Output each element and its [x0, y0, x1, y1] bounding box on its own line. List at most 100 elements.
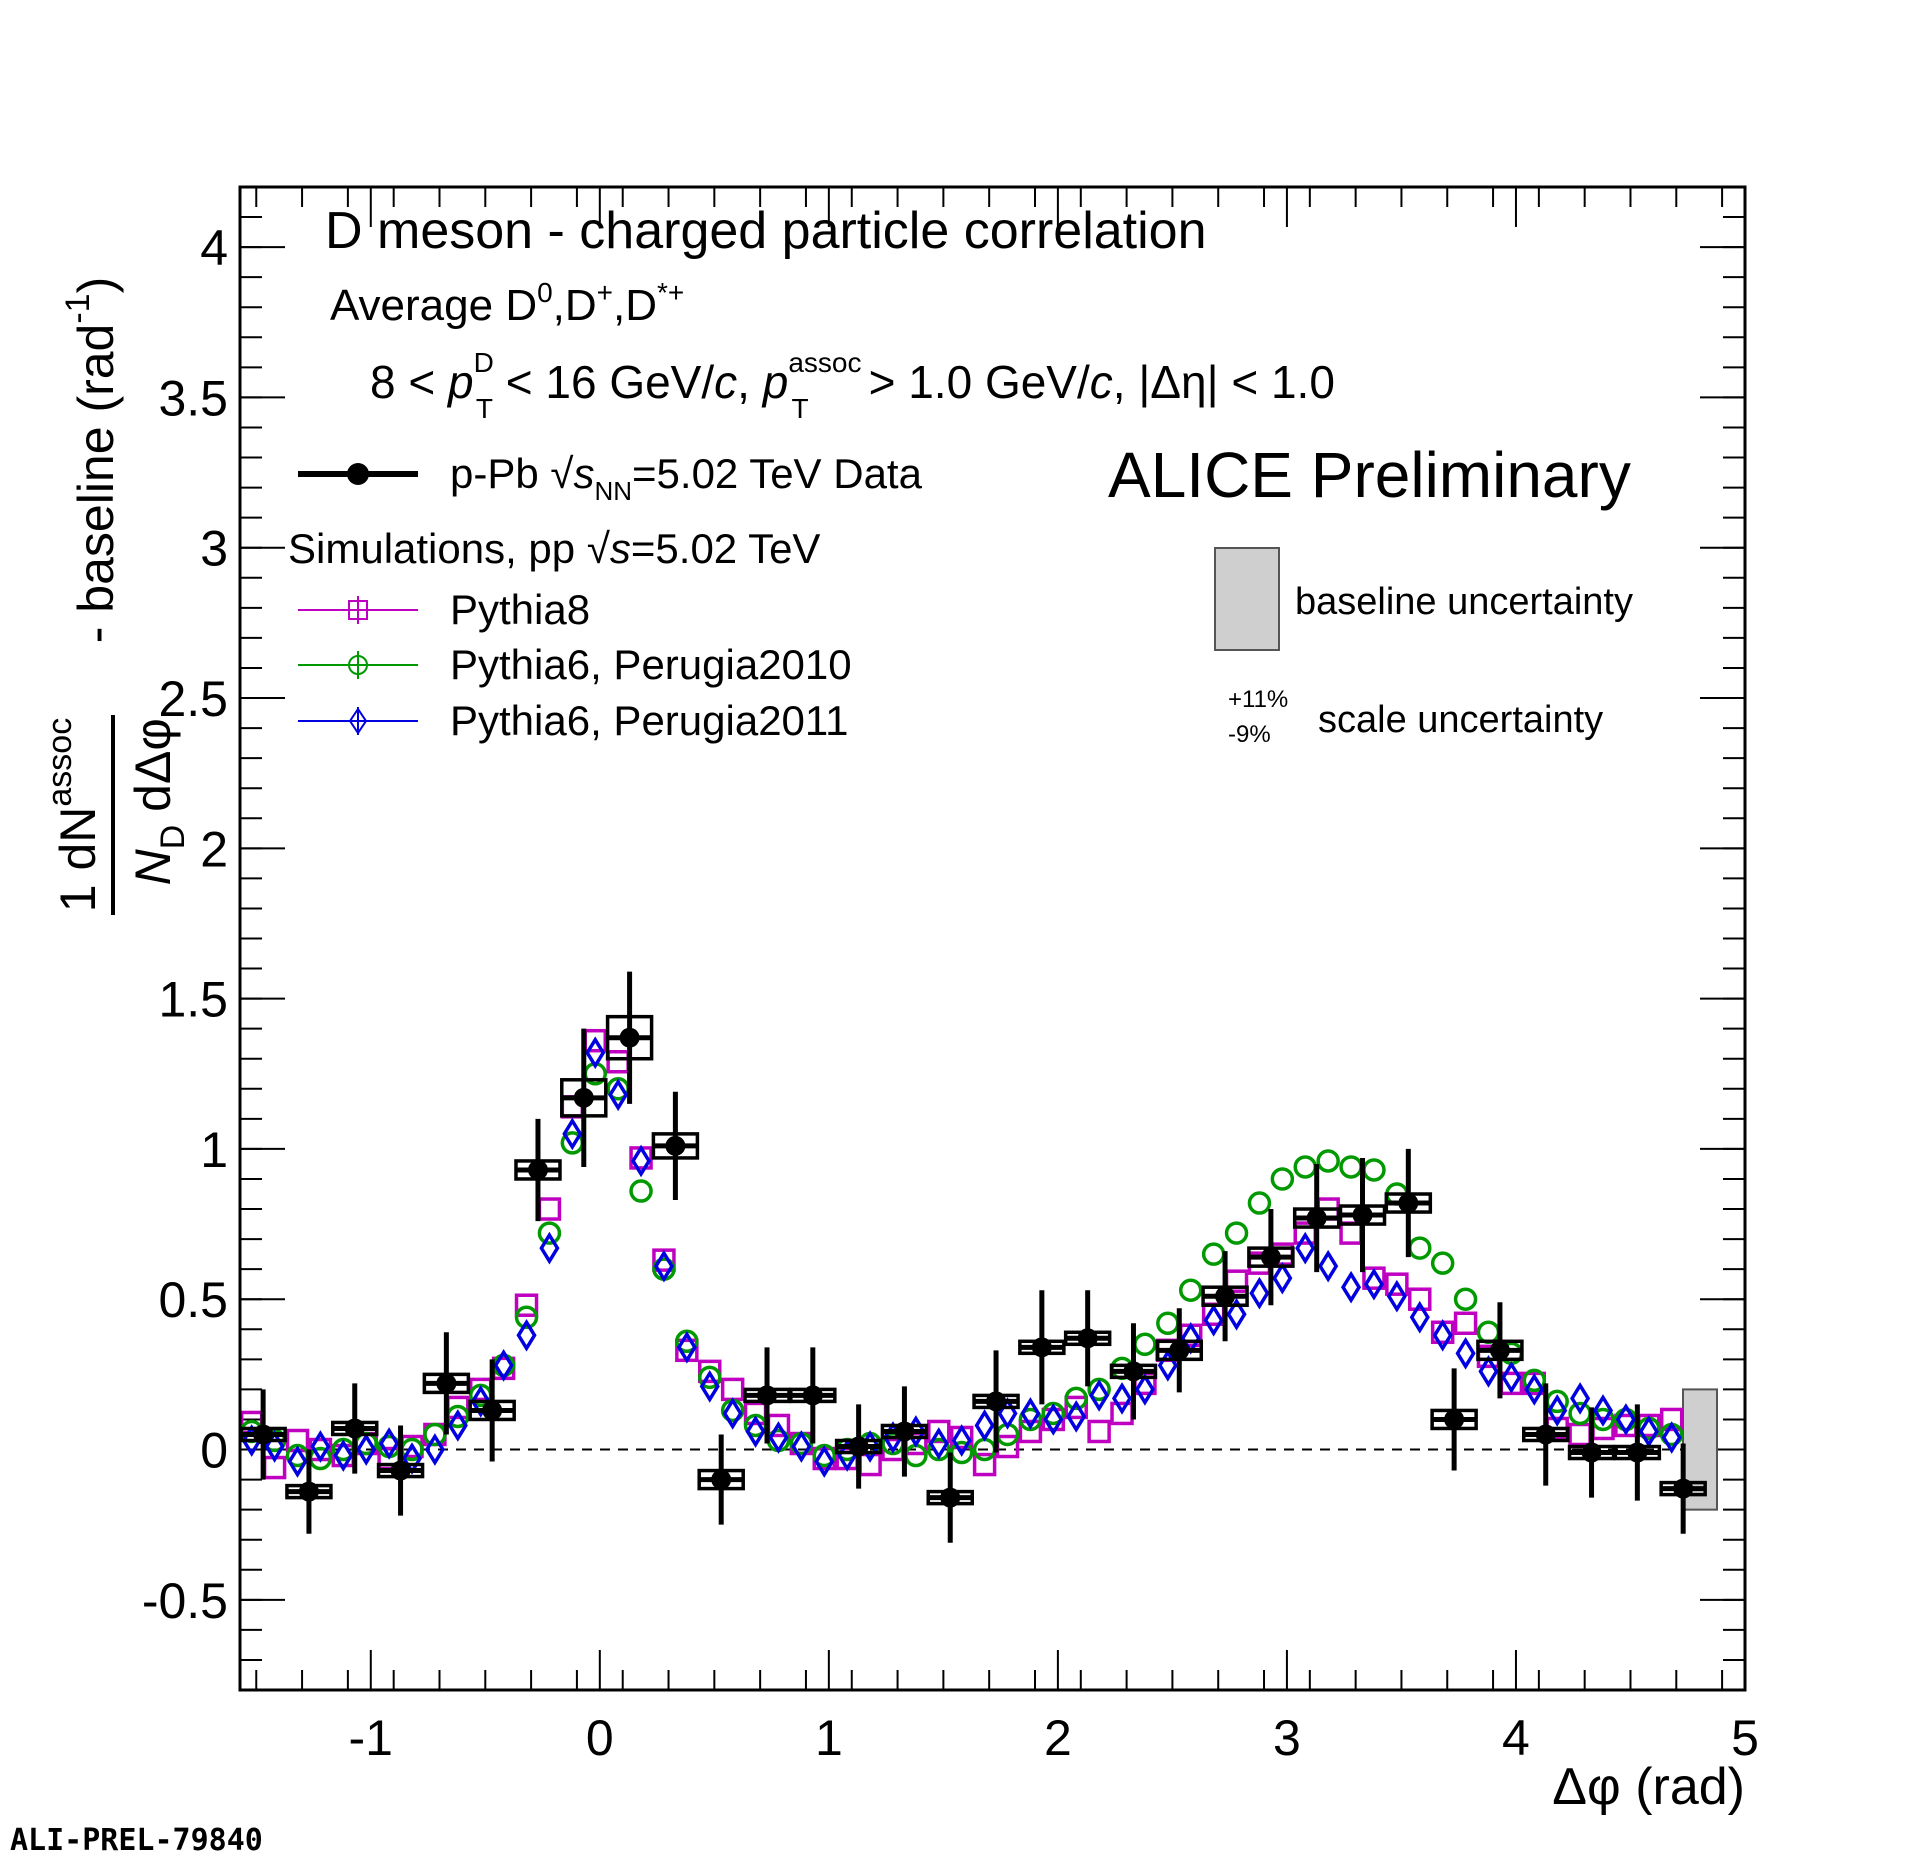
data-point: [894, 1421, 915, 1442]
perugia2010-point: [514, 1305, 539, 1330]
perugia2011-point: [699, 1370, 720, 1403]
legend-perugia2011-entry: Pythia6, Perugia2011: [298, 697, 849, 744]
perugia2011-point: [722, 1397, 743, 1430]
perugia2011-point: [1501, 1361, 1522, 1394]
data-point: [986, 1391, 1007, 1412]
perugia2011-point: [814, 1445, 835, 1478]
experiment-label: ALICE Preliminary: [1108, 439, 1631, 511]
pythia8-point: [927, 1419, 951, 1444]
perugia2011-point: [1295, 1231, 1316, 1265]
data-point: [1215, 1286, 1236, 1307]
perugia2011-point: [493, 1349, 514, 1382]
perugia2011-point: [951, 1424, 972, 1457]
plot-frame: [238, 185, 1747, 1692]
perugia2011-point: [1363, 1267, 1385, 1301]
perugia2011-point: [608, 1078, 629, 1112]
scale-minus: -9%: [1228, 721, 1271, 748]
perugia2010-point: [1224, 1221, 1249, 1245]
data-point: [1627, 1442, 1648, 1463]
y-tick-label: 4: [200, 220, 228, 276]
legend-perugia2010-entry: Pythia6, Perugia2010: [298, 641, 852, 688]
perugia2011-point: [1432, 1318, 1453, 1352]
perugia2011-point: [310, 1430, 331, 1463]
perugia2011-point: [1661, 1421, 1682, 1454]
perugia2011-point: [630, 1144, 652, 1178]
series-layer: [239, 971, 1707, 1543]
data-point: [1535, 1424, 1556, 1445]
data-point: [1352, 1205, 1373, 1226]
y-tick-label: -0.5: [142, 1573, 228, 1629]
perugia2011-point: [1615, 1403, 1636, 1436]
data-point: [802, 1385, 823, 1406]
perugia2011-point: [745, 1415, 766, 1448]
pythia8-point: [1453, 1311, 1478, 1336]
perugia2011-point: [1455, 1336, 1476, 1370]
data-point: [711, 1469, 732, 1490]
pythia8-point: [1385, 1272, 1409, 1296]
perugia2011-point: [539, 1231, 560, 1265]
legend-perugia2010-label: Pythia6, Perugia2010: [450, 641, 852, 688]
perugia2011-point: [1524, 1373, 1545, 1406]
data-point: [298, 1481, 319, 1502]
perugia2011-point: [1547, 1394, 1568, 1427]
perugia2011-point: [1043, 1403, 1064, 1436]
legend-baseline-uncertainty: baseline uncertainty: [1214, 547, 1633, 651]
y-tick-label: 0.5: [158, 1272, 228, 1328]
pythia8-point: [1659, 1407, 1684, 1432]
y-tick-label: 2: [200, 821, 228, 877]
perugia2011-point: [676, 1330, 697, 1364]
data-point: [390, 1460, 411, 1481]
perugia2011-point: [1249, 1276, 1270, 1310]
perugia2010-point: [537, 1221, 562, 1245]
legend-scale-uncertainty: +11% -9% scale uncertainty: [1228, 686, 1603, 748]
perugia2011-point: [791, 1430, 812, 1463]
data-point: [1489, 1340, 1510, 1361]
perugia2011-point: [1592, 1394, 1614, 1427]
data-point: [1444, 1409, 1465, 1430]
legend-pythia8-entry: Pythia8: [298, 586, 590, 633]
data-point: [619, 1027, 640, 1048]
svg-text:- baseline (rad-1): - baseline (rad-1): [59, 277, 124, 644]
legend-pythia8-label: Pythia8: [450, 586, 590, 633]
perugia2011-point: [1409, 1300, 1430, 1334]
perugia2011-point: [356, 1433, 377, 1466]
perugia2011-point: [768, 1421, 789, 1454]
data-point: [1169, 1340, 1190, 1361]
x-tick-label: 0: [586, 1710, 614, 1766]
perugia2010-point: [629, 1179, 653, 1203]
perugia2011-point: [1341, 1270, 1362, 1304]
data-point: [848, 1436, 869, 1457]
data-point: [1673, 1478, 1694, 1499]
y-tick-label: 1.5: [158, 972, 228, 1028]
perugia2011-point: [1134, 1373, 1155, 1406]
y-tick-label: 1: [200, 1122, 228, 1178]
y-tick-label: 3: [200, 521, 228, 577]
legend-data-energy: =5.02 TeV Data: [632, 450, 923, 497]
pythia8-point: [1408, 1287, 1432, 1311]
data-point: [527, 1159, 548, 1180]
perugia2011-point: [333, 1439, 354, 1472]
perugia2010-point: [1453, 1287, 1478, 1311]
pythia8-point: [1087, 1419, 1111, 1444]
perugia2011-point: [1089, 1379, 1110, 1412]
legend-data-entry: p-Pb √sNN=5.02 TeV Data: [298, 450, 923, 506]
perugia2011-point: [424, 1433, 445, 1466]
chart-subtitle: Average D0,D+,D*+: [330, 277, 684, 330]
data-point: [940, 1487, 961, 1508]
x-tick-label: -1: [349, 1710, 393, 1766]
x-tick-labels: -1 0 1 2 3 4 5: [349, 1710, 1759, 1766]
data-point: [1306, 1208, 1327, 1229]
perugia2011-point: [1111, 1382, 1133, 1415]
x-tick-label: 3: [1273, 1710, 1301, 1766]
series-3: [239, 971, 1707, 1543]
figure-id: ALI-PREL-79840: [10, 1823, 263, 1858]
perugia2010-point: [1064, 1386, 1088, 1411]
x-tick-label: 4: [1502, 1710, 1530, 1766]
perugia2010-point: [1430, 1251, 1455, 1275]
perugia2011-point: [1272, 1261, 1293, 1295]
x-tick-label: 2: [1044, 1710, 1072, 1766]
perugia2011-point: [1226, 1297, 1247, 1331]
data-point: [436, 1373, 457, 1394]
perugia2011-point: [585, 1036, 606, 1070]
perugia2011-point: [1386, 1279, 1407, 1313]
